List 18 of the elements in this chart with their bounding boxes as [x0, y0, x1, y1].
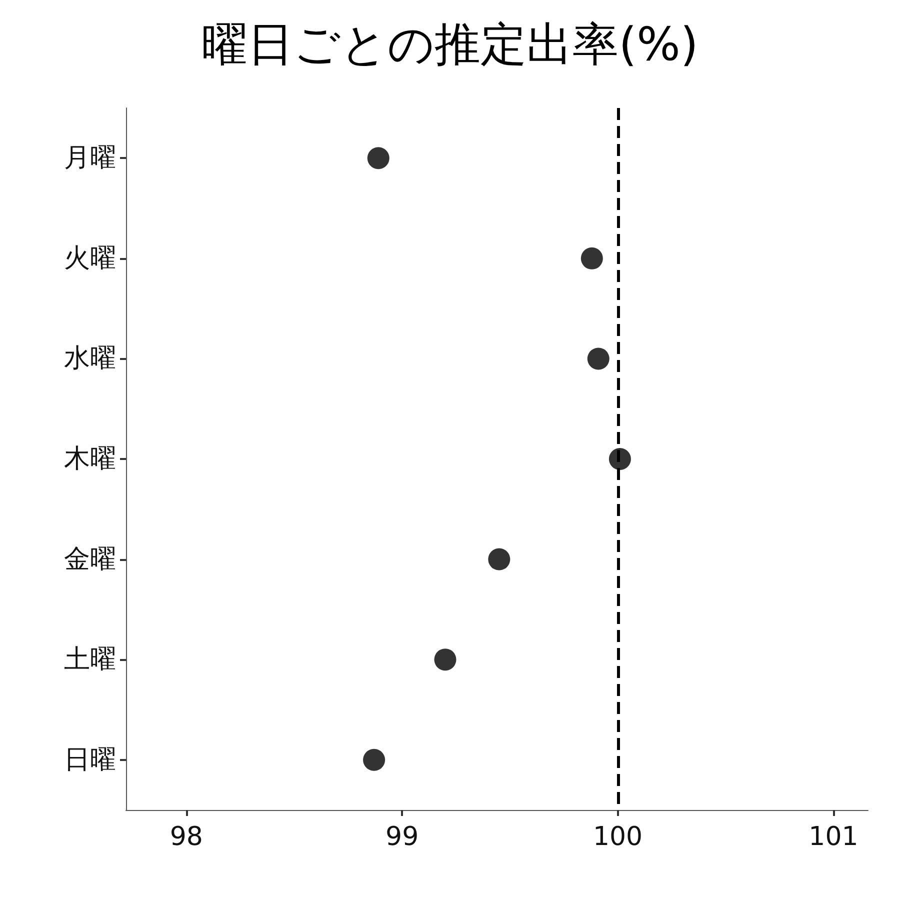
point — [580, 247, 603, 270]
y-tick-label: 月曜 — [64, 143, 116, 174]
point — [587, 348, 610, 370]
x-tick-label: 98 — [170, 822, 203, 852]
point — [367, 147, 390, 170]
x-tick-label: 99 — [386, 822, 419, 852]
y-tick-label: 日曜 — [64, 744, 116, 775]
y-tick-label: 土曜 — [64, 644, 116, 675]
y-tick-label: 木曜 — [64, 444, 116, 474]
y-tick-label: 水曜 — [64, 344, 116, 374]
point — [488, 548, 510, 570]
point — [363, 748, 386, 771]
x-tick-label: 100 — [592, 822, 643, 852]
y-tick-label: 金曜 — [64, 544, 116, 574]
point — [434, 648, 456, 671]
y-tick-label: 火曜 — [64, 243, 116, 274]
x-tick-label: 101 — [808, 822, 858, 852]
chart-title: 曜日ごとの推定出率(%) — [202, 17, 698, 71]
